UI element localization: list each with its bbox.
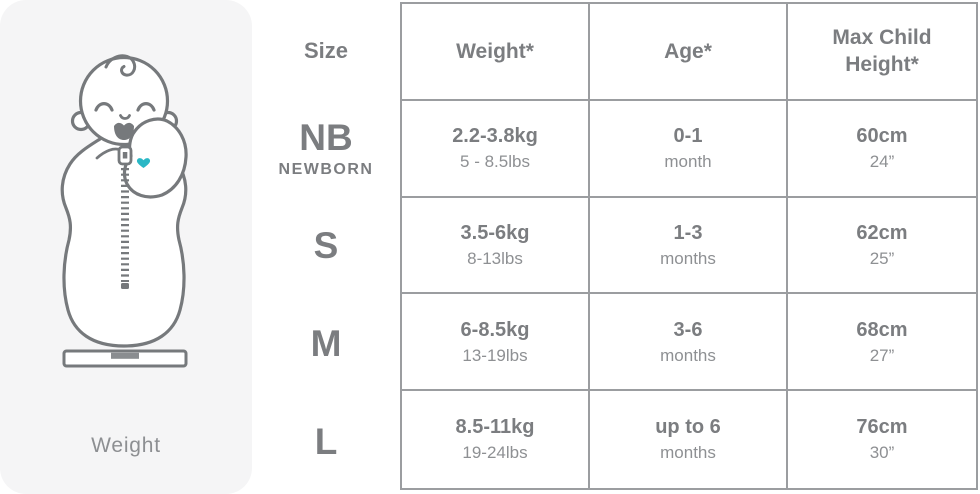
size-cell-s: S [252,197,400,295]
weight-illustration-card: Weight [0,0,252,494]
column-header-max-child-height: Max Child Height* [788,4,976,101]
zipper-pull-hole [122,152,128,159]
heart-logo-icon [136,158,151,168]
size-column: Size NB NEWBORN S M L [252,2,400,490]
table-cell-weight-l: 8.5-11kg 19-24lbs [402,391,590,488]
size-cell-m: M [252,295,400,393]
table-cell-height-m: 68cm 27” [788,294,976,392]
table-cell-height-s: 62cm 25” [788,198,976,295]
size-label: S [313,225,339,267]
table-cell-age-s: 1-3 months [590,197,788,295]
table-cell-age-nb: 0-1 month [590,100,788,198]
card-caption: Weight [91,434,161,457]
column-header-weight: Weight* [402,4,590,101]
baby-nose [119,114,131,120]
table-cell-weight-m: 6-8.5kg 13-19lbs [402,294,590,392]
baby-eye-right [136,102,156,112]
baby-eye-left [94,102,114,112]
table-cell-age-m: 3-6 months [590,294,788,392]
column-header-size: Size [303,37,349,63]
table-cell-age-l: up to 6 months [590,391,788,488]
size-label: NB [299,116,353,158]
column-header-age: Age* [590,4,788,101]
table-cell-height-nb: 60cm 24” [788,101,976,198]
swaddle-arm [122,117,188,199]
scale-display [111,352,139,359]
size-label: L [314,420,338,462]
size-cell-l: L [252,392,400,490]
swaddle-neckline [95,147,121,160]
baby-mouth [114,122,134,140]
size-label: M [310,323,342,365]
table-cell-weight-nb: 2.2-3.8kg 5 - 8.5lbs [402,100,590,198]
size-sublabel: NEWBORN [278,160,374,178]
baby-hair-curl [104,54,137,77]
table-cell-weight-s: 3.5-6kg 8-13lbs [402,197,590,295]
size-cell-nb: NB NEWBORN [252,100,400,198]
table-cell-height-l: 76cm 30” [856,416,908,463]
size-chart-table: Weight* Age* Max Child Height* 2.2-3.8kg… [400,2,978,490]
zipper-stop [121,283,129,289]
swaddled-baby-on-scale-illustration [60,54,188,368]
